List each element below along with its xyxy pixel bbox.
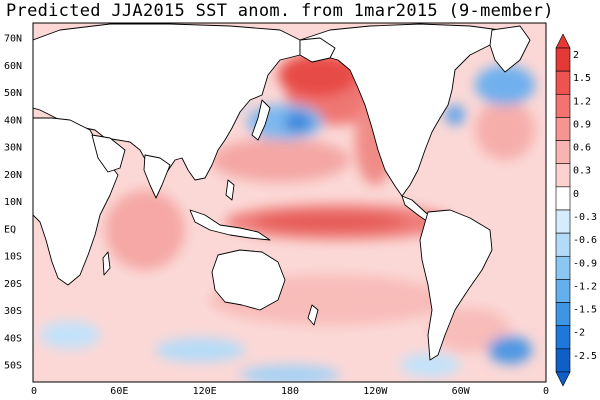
anomaly-southern-ocean-cool — [240, 365, 340, 382]
longitude-label: 60E — [110, 386, 128, 397]
colorbar-label: -0.9 — [573, 258, 597, 269]
landmass-philippines — [225, 179, 235, 201]
longitude-label: 120E — [193, 386, 217, 397]
colorbar-bottom-arrow — [555, 371, 571, 387]
latitude-label: 10S — [4, 252, 22, 263]
colorbar-label: 0.6 — [573, 143, 591, 154]
colorbar-swatch — [555, 93, 571, 118]
landmass-japan — [251, 99, 271, 141]
longitude-label: 60W — [452, 386, 471, 397]
longitude-label: 0 — [31, 386, 37, 397]
landmass-india — [143, 154, 171, 199]
colorbar-label: 0.9 — [573, 119, 591, 130]
colorbar-label: 0 — [573, 189, 579, 200]
colorbar-label: -1.2 — [573, 281, 597, 292]
landmass-new-zealand — [307, 304, 319, 326]
colorbar-swatch — [555, 186, 571, 211]
anomaly-drake-cool — [400, 353, 460, 377]
colorbar-top-arrow — [555, 33, 571, 49]
colorbar-swatch — [555, 209, 571, 234]
landmass-arabia — [91, 134, 126, 173]
colorbar-label: -2 — [573, 328, 585, 339]
longitude-label: 120W — [363, 386, 388, 397]
landmass-north-america — [299, 23, 501, 197]
latitude-label: 40S — [4, 333, 22, 344]
anomaly-nino-core-warm — [255, 213, 405, 231]
latitude-label: 30N — [4, 143, 22, 154]
longitude-axis: 0 60E 120E 180 120W 60W 0 — [31, 386, 549, 397]
colorbar-label: 0.3 — [573, 166, 591, 177]
colorbar-swatch — [555, 279, 571, 303]
colorbar-swatch — [555, 163, 571, 188]
landmass-south-america — [419, 209, 493, 361]
anomaly-gulf-alaska-warm — [278, 53, 358, 97]
latitude-label: 40N — [4, 115, 22, 126]
landmass-indonesia — [189, 209, 271, 241]
latitude-label: 20S — [4, 279, 22, 290]
anomaly-south-pacific-cool — [155, 338, 245, 362]
colorbar-swatch — [555, 140, 571, 165]
colorbar-label: 2 — [573, 50, 579, 61]
colorbar-label: -1.5 — [573, 305, 597, 316]
colorbar-label: 1.2 — [573, 96, 591, 107]
colorbar-label: -2.5 — [573, 351, 597, 362]
latitude-label: 50S — [4, 361, 22, 372]
landmass-greenland — [489, 25, 531, 73]
longitude-label: 180 — [281, 386, 299, 397]
latitude-label: 20N — [4, 170, 22, 181]
colorbar-swatch — [555, 70, 571, 95]
latitude-label: 50N — [4, 88, 22, 99]
anomaly-subtropical-pacific-warm — [210, 138, 350, 182]
anomaly-south-atlantic-cool — [488, 336, 532, 364]
landmass-alaska — [299, 37, 336, 63]
latitude-label: 70N — [4, 34, 22, 45]
anomaly-southern-indian-cool — [40, 321, 100, 349]
anomaly-north-atlantic-warm — [475, 100, 535, 160]
colorbar: 2 1.5 1.2 0.9 0.6 0.3 0 -0.3 -0.6 -0.9 -1.2 -1.5 -2 -… — [555, 33, 597, 387]
anomaly-north-atlantic-cool — [475, 65, 535, 105]
latitude-label: EQ — [4, 224, 16, 235]
colorbar-swatch — [555, 232, 571, 257]
latitude-label: 60N — [4, 61, 22, 72]
landmass-australia — [211, 249, 286, 311]
anomaly-indian-warm — [105, 190, 185, 270]
anomaly-gulf-stream-cool — [445, 105, 465, 125]
colorbar-swatch — [555, 117, 571, 141]
landmass-africa — [33, 117, 119, 286]
latitude-label: 10N — [4, 197, 22, 208]
map-frame — [32, 22, 547, 383]
colorbar-label: 1.5 — [573, 73, 591, 84]
latitude-axis: 70N 60N 50N 40N 30N 20N 10N EQ 10S 20S 30S 40S 50S — [4, 34, 22, 372]
colorbar-swatch — [555, 255, 571, 280]
map-title: Predicted JJA2015 SST anom. from 1mar201… — [6, 1, 554, 21]
anomaly-kuroshio-core — [284, 112, 312, 132]
colorbar-swatch — [555, 302, 571, 327]
landmass-madagascar — [102, 251, 111, 276]
colorbar-swatch — [555, 348, 571, 373]
longitude-label: 0 — [543, 386, 549, 397]
colorbar-label: -0.3 — [573, 212, 597, 223]
colorbar-swatch — [555, 47, 571, 72]
colorbar-label: -0.6 — [573, 235, 597, 246]
colorbar-swatch — [555, 325, 571, 350]
latitude-label: 30S — [4, 306, 22, 317]
